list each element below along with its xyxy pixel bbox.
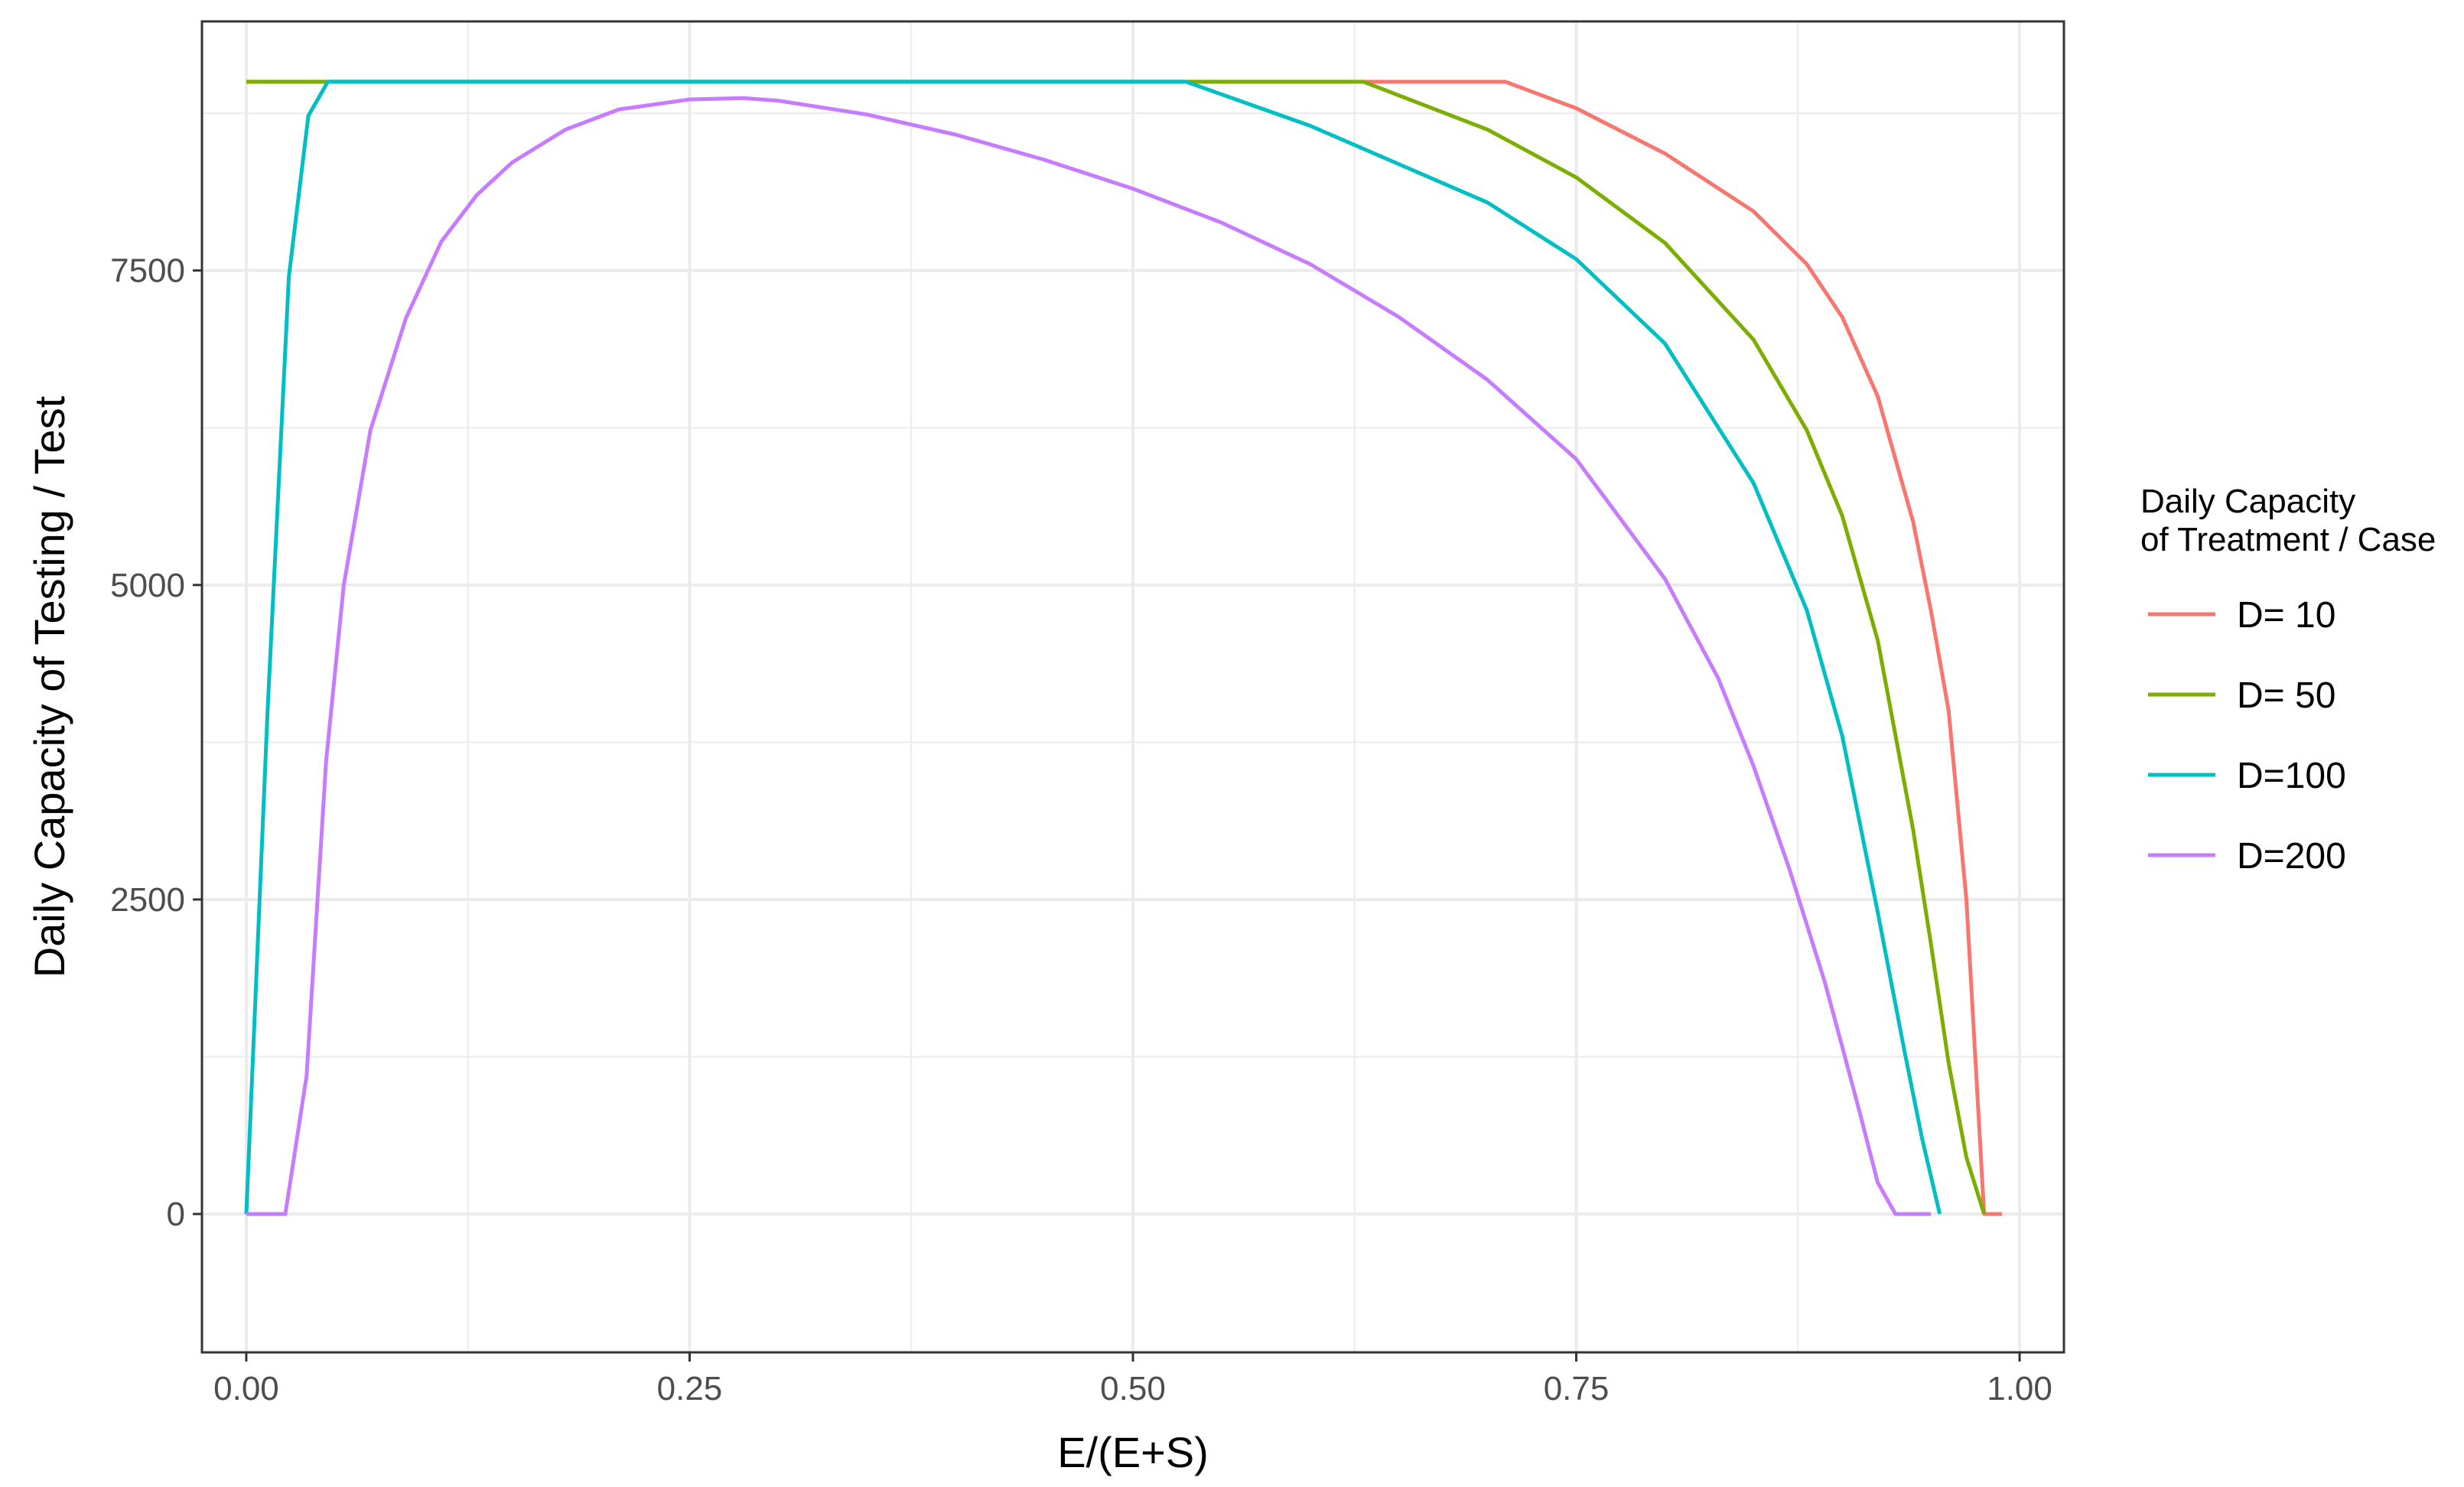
x-tick-label: 0.25: [657, 1370, 723, 1407]
legend-label-2: D= 50: [2237, 675, 2335, 716]
grid-lines: [202, 21, 2064, 1352]
y-tick-label: 0: [167, 1196, 185, 1233]
x-tick-label: 0.50: [1100, 1370, 1166, 1407]
series-line-1: [246, 80, 2002, 1216]
x-tick-label: 0.75: [1544, 1370, 1610, 1407]
x-tick-label: 0.00: [213, 1370, 279, 1407]
legend-title-line-2: of Treatment / Case: [2140, 521, 2436, 558]
y-tick-label: 5000: [110, 567, 185, 604]
x-axis-title: E/(E+S): [1057, 1428, 1209, 1476]
y-axis-title: Daily Capacity of Testing / Test: [25, 395, 73, 978]
series-line-4: [246, 96, 1932, 1216]
x-tick-label: 1.00: [1987, 1370, 2052, 1407]
axes: 0.00 0.25 0.50 0.75 1.00 0 2500 5000 7500: [110, 252, 2052, 1407]
series-line-3: [244, 80, 1942, 1215]
legend-label-3: D=100: [2237, 756, 2346, 796]
y-tick-label: 7500: [110, 252, 185, 290]
legend: Daily Capacity of Treatment / Case D= 10…: [2140, 483, 2436, 877]
series-lines: [244, 80, 2002, 1216]
legend-title-line-1: Daily Capacity: [2140, 483, 2355, 520]
legend-items: D= 10 D= 50 D=100 D=200: [2148, 595, 2346, 877]
plot-panel: [200, 20, 2065, 1354]
series-line-2: [246, 80, 1987, 1215]
y-tick-label: 2500: [110, 881, 185, 919]
legend-label-1: D= 10: [2237, 595, 2335, 636]
legend-label-4: D=200: [2237, 836, 2346, 877]
